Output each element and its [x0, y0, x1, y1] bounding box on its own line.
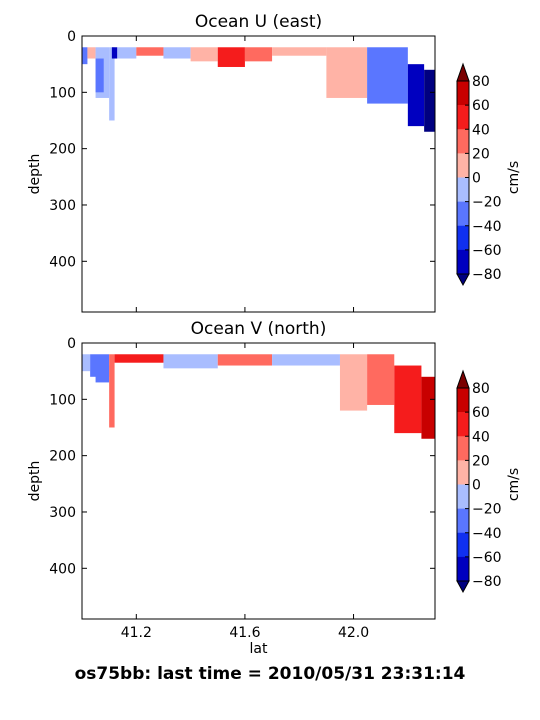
colorbar-tick-label: −40: [472, 526, 502, 542]
colorbar-segment: [457, 201, 469, 227]
y-tick-label: 400: [49, 254, 76, 270]
heatmap-cell-8: [163, 47, 191, 59]
heatmap-cell-1: [87, 47, 96, 59]
x-tick-label: 41.6: [229, 625, 260, 641]
heatmap-cell-2: [95, 365, 110, 383]
colorbar-tick-label: 40: [472, 429, 490, 445]
y-tick-label: 100: [49, 85, 76, 101]
colorbar-segment: [457, 484, 469, 509]
colorbar-segment: [457, 225, 469, 251]
heatmap-cell-3: [109, 354, 115, 428]
colorbar-tick-label: −60: [472, 550, 502, 566]
colorbar-segment: [457, 177, 469, 202]
colorbar-segment: [457, 388, 469, 413]
colorbar-segment: [457, 81, 469, 106]
axes-frame: [81, 35, 436, 313]
colorbar-extend-min: [456, 273, 470, 287]
colorbar-tick-label: 20: [472, 146, 490, 162]
heatmap-cell-5: [111, 47, 118, 59]
y-tick-label: 100: [49, 392, 76, 408]
colorbar-tick-label: 40: [472, 122, 490, 138]
colorbar-extend-max: [456, 62, 470, 82]
colorbar-segment: [457, 249, 469, 275]
colorbar-tick-label: 60: [472, 405, 490, 421]
heatmap-cell-12: [272, 47, 327, 56]
x-tick-label: 42.0: [338, 625, 369, 641]
colorbar-segment: [457, 436, 469, 461]
axes-title: Ocean U (east): [195, 12, 322, 32]
heatmap-cell-4: [114, 354, 164, 363]
colorbar-tick-label: −80: [472, 574, 502, 590]
heatmap-cells: [82, 354, 435, 439]
colorbar-segment: [457, 105, 469, 130]
axes-panel-1: Ocean U (east)0100200300400depth80604020…: [27, 12, 522, 313]
y-tick-label: 200: [49, 449, 76, 465]
heatmap-cell-7: [136, 47, 164, 56]
colorbar-tick-label: −20: [472, 502, 502, 518]
heatmap-cell-11: [421, 376, 435, 439]
y-axis-label: depth: [27, 154, 43, 195]
heatmap-cell-0: [82, 354, 91, 372]
y-tick-label: 200: [49, 142, 76, 158]
colorbar-segment: [457, 412, 469, 437]
y-tick-label: 300: [49, 198, 76, 214]
colorbar-segment: [457, 556, 469, 582]
colorbar-tick-label: −80: [472, 267, 502, 283]
heatmap-cell-8: [339, 354, 368, 411]
colorbar-tick-label: 0: [472, 478, 481, 494]
colorbar-tick-label: −40: [472, 219, 502, 235]
heatmap-cell-4: [109, 47, 115, 121]
heatmap-cell-13: [326, 47, 368, 98]
colorbar-tick-label: 80: [472, 381, 490, 397]
colorbar-tick-label: 80: [472, 74, 490, 90]
colorbar-segment: [457, 460, 469, 485]
colorbar-label: cm/s: [506, 468, 522, 501]
axes-frame: [81, 342, 436, 620]
x-tick-label: 41.2: [121, 625, 152, 641]
heatmap-cell-9: [190, 47, 218, 62]
heatmap-cell-3: [95, 58, 104, 93]
colorbar: 80 60 40 20 0 −20 −40 −60 −80 cm/s: [456, 62, 522, 287]
heatmap-cell-6: [217, 354, 273, 366]
y-tick-label: 0: [67, 29, 76, 45]
heatmap-cell-6: [117, 47, 137, 59]
colorbar-extend-min: [456, 580, 470, 594]
x-axis-label: lat: [250, 641, 268, 657]
colorbar-segment: [457, 153, 469, 178]
y-tick-label: 0: [67, 336, 76, 352]
colorbar-tick-label: −20: [472, 195, 502, 211]
colorbar: 80 60 40 20 0 −20 −40 −60 −80 cm/s: [456, 369, 522, 594]
colorbar-segment: [457, 129, 469, 154]
heatmap-cell-9: [367, 354, 395, 405]
y-axis-label: depth: [27, 461, 43, 502]
colorbar-extend-max: [456, 369, 470, 389]
heatmap-cells: [82, 47, 435, 132]
colorbar-label: cm/s: [506, 161, 522, 194]
heatmap-cell-15: [407, 64, 425, 127]
colorbar-tick-label: 60: [472, 98, 490, 114]
heatmap-cell-0: [82, 47, 88, 65]
y-tick-label: 400: [49, 561, 76, 577]
colorbar-segment: [457, 532, 469, 558]
heatmap-cell-10: [394, 365, 422, 434]
heatmap-cell-5: [163, 354, 218, 369]
colorbar-tick-label: −60: [472, 243, 502, 259]
colorbar-tick-label: 20: [472, 453, 490, 469]
y-tick-label: 300: [49, 505, 76, 521]
heatmap-cell-14: [367, 47, 408, 104]
figure-suptitle: os75bb: last time = 2010/05/31 23:31:14: [74, 664, 466, 684]
axes-title: Ocean V (north): [191, 319, 327, 339]
colorbar-tick-label: 0: [472, 171, 481, 187]
heatmap-cell-7: [272, 354, 340, 366]
colorbar-segment: [457, 508, 469, 534]
heatmap-cell-10: [217, 47, 245, 67]
heatmap-cell-16: [424, 69, 435, 132]
heatmap-cell-11: [244, 47, 273, 62]
